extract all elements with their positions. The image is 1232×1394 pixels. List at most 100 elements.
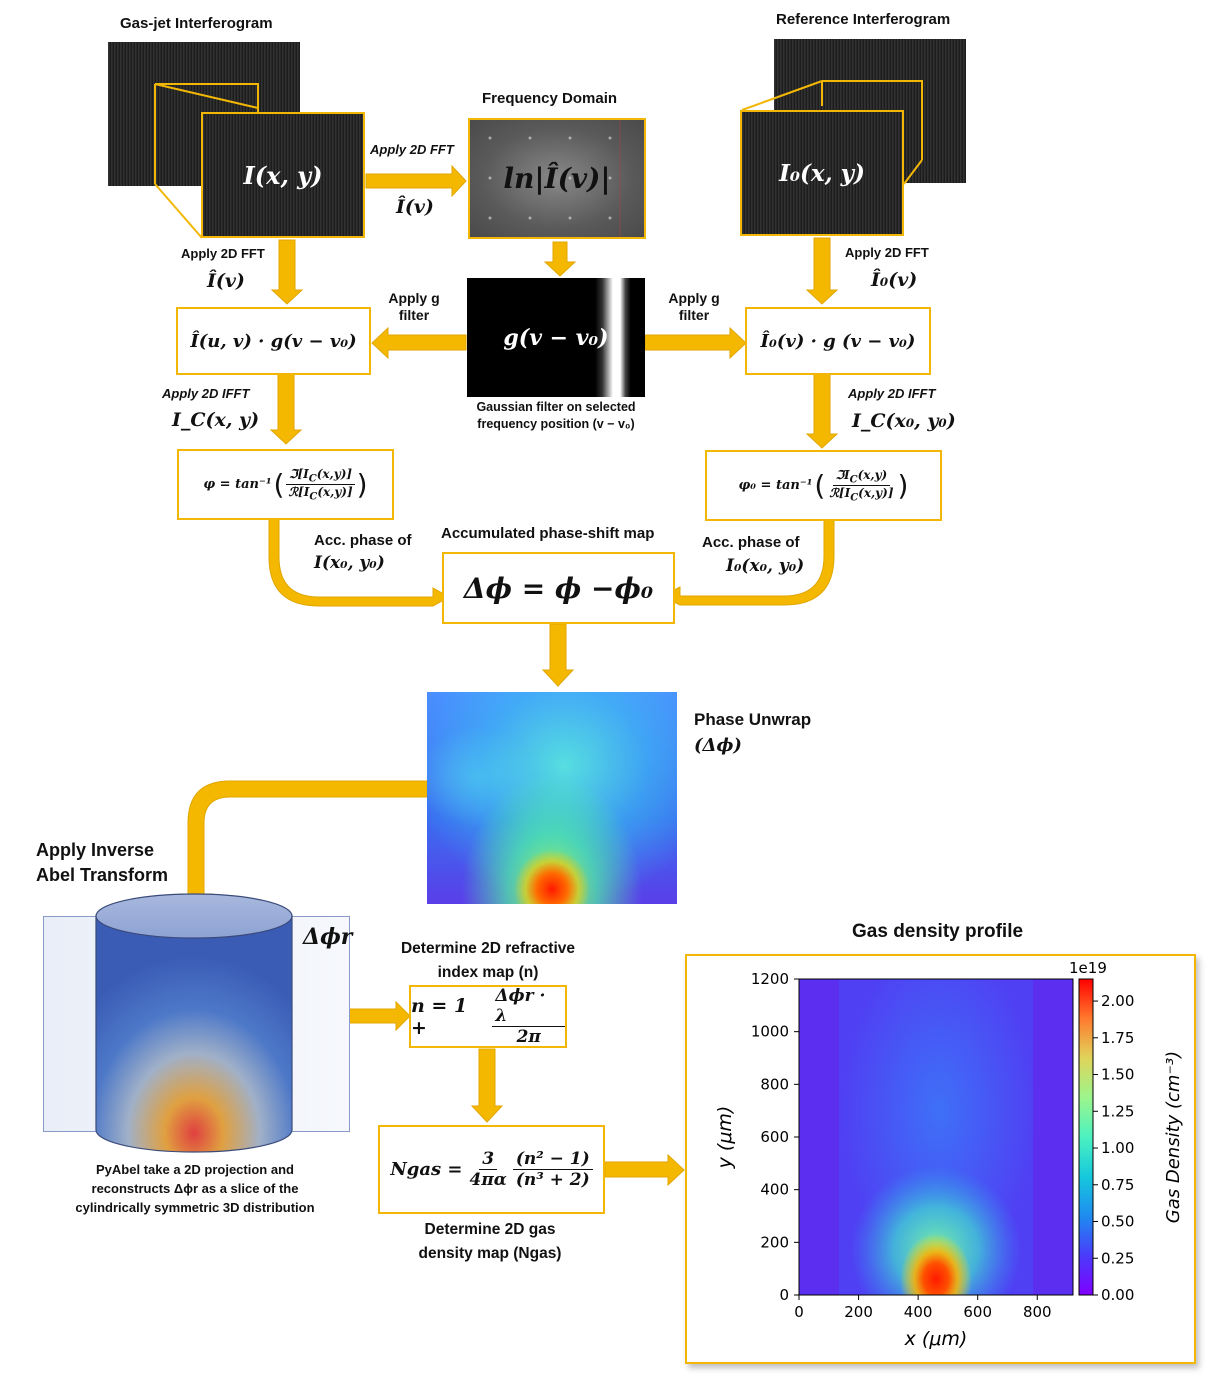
phase-unwrap-label: Phase Unwrap xyxy=(694,710,812,729)
apply-g-right: Apply g filter xyxy=(658,290,730,324)
arrow-to-refractive xyxy=(347,1000,411,1032)
phase-left-box: φ = tan⁻¹ ( ℑ[IC(x,y)] ℛ[IC(x,y)] ) xyxy=(177,449,394,520)
arrow-left-curve xyxy=(268,512,451,607)
delta-phi-eq: Δϕ = ϕ −ϕ₀ xyxy=(463,571,654,605)
gas-density-caption: Determine 2D gas density map (Ngas) xyxy=(395,1218,585,1266)
Ic-x0y0-label: I_C(x₀, y₀) xyxy=(852,410,956,432)
heatmap-peak xyxy=(900,1233,972,1295)
acc-phase-right-label: Acc. phase of xyxy=(702,534,800,551)
I-hat-top: Î(v) xyxy=(396,196,434,218)
Ic-xy-label: I_C(x, y) xyxy=(172,409,260,431)
y-tick-label: 600 xyxy=(760,1128,789,1146)
accumulated-title: Accumulated phase-shift map xyxy=(441,525,655,542)
I0-xy-label: I₀(x, y) xyxy=(779,159,865,187)
reference-title: Reference Interferogram xyxy=(776,11,951,28)
N-den1: 4πα xyxy=(469,1170,507,1190)
arrow-to-plot xyxy=(604,1153,685,1187)
x-tick-label: 800 xyxy=(1023,1303,1052,1321)
heatmap-plume xyxy=(851,1165,1021,1295)
n-eq-den: 2π xyxy=(516,1027,541,1047)
colorbar-label: Gas Density (cm⁻³) xyxy=(1163,1051,1184,1223)
I-hat-left: Î(v) xyxy=(207,270,245,292)
apply-inverse-label-2: Abel Transform xyxy=(36,865,169,885)
phase-unwrap-sym: (Δϕ) xyxy=(694,735,742,756)
apply-fft-right-label: Apply 2D FFT xyxy=(845,245,929,260)
N-frac-2: (n² − 1) (n³ + 2) xyxy=(512,1149,593,1190)
y-tick-label: 1200 xyxy=(751,970,789,988)
arrow-left-down-1 xyxy=(270,239,304,305)
apply-ifft-right-label: Apply 2D IFFT xyxy=(848,386,936,401)
N-num2: (n² − 1) xyxy=(512,1149,593,1170)
gas-jet-title: Gas-jet Interferogram xyxy=(120,15,273,32)
colorbar-tick-label: 0.00 xyxy=(1101,1286,1134,1304)
pyabel-line3: cylindrically symmetric 3D distribution xyxy=(75,1200,315,1215)
arrow-right-down-1 xyxy=(805,237,839,305)
gas-density-caption-1: Determine 2D gas xyxy=(424,1221,556,1238)
apply-g-right-line1: Apply g xyxy=(668,290,720,306)
apply-g-left-line2: filter xyxy=(398,307,430,323)
x-axis-label: x (μm) xyxy=(904,1328,968,1350)
N-num1: 3 xyxy=(479,1149,498,1170)
apply-fft-top-label: Apply 2D FFT xyxy=(370,142,454,157)
n-eq-num: Δϕr · λ xyxy=(492,986,565,1027)
arrow-filter-right xyxy=(644,326,747,360)
y-tick-label: 200 xyxy=(760,1233,789,1251)
pyabel-caption: PyAbel take a 2D projection and reconstr… xyxy=(50,1160,340,1217)
gaussian-caption: Gaussian filter on selected frequency po… xyxy=(460,399,652,433)
y-tick-label: 800 xyxy=(760,1075,789,1093)
filtered-right-box: Î₀(v) · g (v − v₀) xyxy=(745,307,931,375)
colorbar xyxy=(1078,978,1094,1296)
arrow-right-down-2 xyxy=(805,373,839,449)
gas-density-chart: 0 200 400 600 800 0 200 400 600 800 1000 1200 x (μm)… xyxy=(714,959,1184,1350)
colorbar-scale: 1e19 xyxy=(1069,959,1107,977)
colorbar-tick-label: 1.75 xyxy=(1101,1029,1134,1047)
freq-dots xyxy=(488,120,621,237)
y-tick-label: 1000 xyxy=(751,1023,789,1041)
apply-g-right-line2: filter xyxy=(678,307,710,323)
arrow-fft-top xyxy=(365,164,467,198)
apply-g-left-line1: Apply g xyxy=(388,290,440,306)
acc-phase-right-val: I₀(x₀, y₀) xyxy=(726,556,805,576)
phi-frac-right: ℑIC(x,y) ℛ[IC(x,y)] xyxy=(829,467,894,504)
N-frac-1: 3 4πα xyxy=(467,1149,510,1190)
g-filter-label: g(v − v₀) xyxy=(503,324,609,351)
phi-eq-left: φ = tan⁻¹ xyxy=(203,477,272,492)
y-tick-label: 400 xyxy=(760,1181,789,1199)
apply-inverse-label-1: Apply Inverse xyxy=(36,840,155,860)
colorbar-tick-label: 2.00 xyxy=(1101,992,1134,1010)
reference-zoom: I₀(x, y) xyxy=(740,110,904,236)
zoom-lines-right xyxy=(741,80,923,185)
refractive-title: Determine 2D refractive index map (n) xyxy=(383,937,593,985)
delta-phi-r-label: Δϕr xyxy=(303,924,353,950)
colorbar-tick-label: 0.75 xyxy=(1101,1176,1134,1194)
y-axis-label: y (μm) xyxy=(714,1106,736,1170)
I0-hat-right: Î₀(v) xyxy=(871,269,918,291)
abel-cylinder xyxy=(95,893,293,1153)
apply-ifft-left-label: Apply 2D IFFT xyxy=(162,386,250,401)
gaussian-caption-line2: frequency position (v − v₀) xyxy=(477,417,635,431)
colorbar-tick-label: 0.50 xyxy=(1101,1213,1134,1231)
gaussian-caption-line1: Gaussian filter on selected xyxy=(476,400,636,414)
zoom-lines-left xyxy=(154,83,259,239)
arrow-filter-left xyxy=(371,326,467,360)
acc-phase-left-val: I(x₀, y₀) xyxy=(314,553,385,573)
delta-phi-box: Δϕ = ϕ −ϕ₀ xyxy=(442,552,675,624)
colorbar-tick-label: 1.00 xyxy=(1101,1139,1134,1157)
filtered-left-box: Î(u, v) · g(v − v₀) xyxy=(176,307,371,375)
colorbar-tick-label: 1.25 xyxy=(1101,1102,1134,1120)
arrow-left-down-2 xyxy=(269,373,303,445)
arrow-refractive-down xyxy=(470,1048,504,1123)
apply-g-left: Apply g filter xyxy=(378,290,450,324)
pyabel-line2: reconstructs Δϕr as a slice of the xyxy=(91,1181,299,1196)
pyabel-line1: PyAbel take a 2D projection and xyxy=(96,1162,294,1177)
arrow-deltaphi-down xyxy=(541,623,575,687)
x-tick-label: 200 xyxy=(844,1303,873,1321)
x-tick-label: 600 xyxy=(963,1303,992,1321)
n-eq-frac: Δϕr · λ 2π xyxy=(492,986,565,1047)
N-den2: (n³ + 2) xyxy=(515,1170,590,1190)
phi0-eq-right: φ₀ = tan⁻¹ xyxy=(738,478,813,493)
n-eq-left: n = 1 + xyxy=(411,994,468,1039)
x-tick-label: 400 xyxy=(904,1303,933,1321)
y-tick-label: 0 xyxy=(779,1286,789,1304)
refractive-title-1: Determine 2D refractive xyxy=(400,940,576,957)
